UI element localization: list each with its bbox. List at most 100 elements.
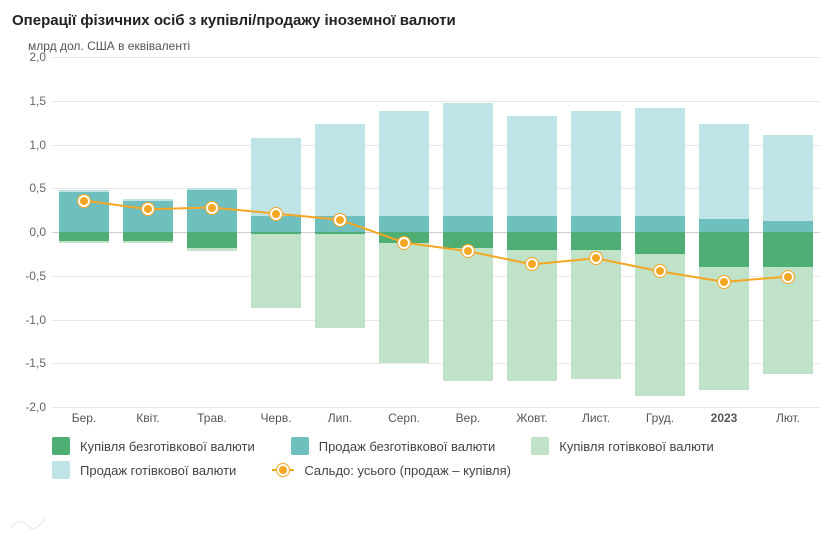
bar-segment	[187, 248, 237, 252]
y-tick-label: -0,5	[12, 269, 46, 283]
bar-group	[443, 57, 493, 407]
bar-group	[315, 57, 365, 407]
bar-segment	[507, 216, 557, 232]
bars-layer	[52, 57, 820, 407]
bar-segment	[59, 190, 109, 192]
chart-title: Операції фізичних осіб з купівлі/продажу…	[10, 8, 830, 39]
bar-segment	[379, 243, 429, 364]
bar-segment	[571, 111, 621, 216]
x-tick-label: 2023	[711, 411, 738, 425]
legend-swatch	[52, 437, 70, 455]
legend-item[interactable]: Сальдо: усього (продаж – купівля)	[272, 461, 511, 479]
bar-group	[123, 57, 173, 407]
bar-segment	[763, 221, 813, 232]
bar-segment	[187, 232, 237, 248]
x-axis: Бер. Квіт. Трав. Черв. Лип. Серп. Вер. Жовт. Лис…	[52, 407, 820, 431]
bar-segment	[635, 108, 685, 217]
bar-group	[379, 57, 429, 407]
bar-segment	[699, 267, 749, 390]
watermark-icon	[10, 514, 46, 532]
legend-swatch	[291, 437, 309, 455]
chart-container: Операції фізичних осіб з купівлі/продажу…	[0, 0, 840, 534]
bar-segment	[443, 248, 493, 381]
x-tick-label: Серп.	[388, 411, 420, 425]
bar-segment	[699, 219, 749, 232]
legend-label: Сальдо: усього (продаж – купівля)	[304, 463, 511, 478]
bar-segment	[315, 234, 365, 329]
bar-segment	[443, 232, 493, 248]
y-tick-label: -1,5	[12, 356, 46, 370]
bar-group	[507, 57, 557, 407]
legend-item[interactable]: Продаж безготівкової валюти	[291, 437, 496, 455]
bar-group	[699, 57, 749, 407]
bar-group	[187, 57, 237, 407]
legend-swatch	[52, 461, 70, 479]
legend-item[interactable]: Купівля безготівкової валюти	[52, 437, 255, 455]
bar-segment	[763, 267, 813, 374]
y-tick-label: 2,0	[12, 50, 46, 64]
legend-item[interactable]: Купівля готівкової валюти	[531, 437, 714, 455]
legend-label: Продаж готівкової валюти	[80, 463, 236, 478]
bar-group	[763, 57, 813, 407]
bar-segment	[251, 138, 301, 217]
bar-segment	[699, 124, 749, 219]
legend-swatch-line	[272, 463, 294, 477]
x-tick-label: Лист.	[582, 411, 610, 425]
y-tick-label: 0,5	[12, 181, 46, 195]
bar-segment	[379, 111, 429, 216]
bar-segment	[635, 254, 685, 396]
legend-swatch	[531, 437, 549, 455]
legend-item[interactable]: Продаж готівкової валюти	[52, 461, 236, 479]
bar-group	[59, 57, 109, 407]
bar-group	[635, 57, 685, 407]
bar-segment	[507, 116, 557, 217]
bar-segment	[635, 216, 685, 232]
bar-segment	[571, 216, 621, 232]
bar-group	[251, 57, 301, 407]
bar-segment	[187, 190, 237, 232]
bar-segment	[443, 216, 493, 232]
bar-segment	[635, 232, 685, 254]
bar-segment	[571, 250, 621, 380]
bar-segment	[59, 232, 109, 241]
legend: Купівля безготівкової валюти Продаж безго…	[52, 437, 820, 479]
x-tick-label: Груд.	[646, 411, 674, 425]
x-tick-label: Черв.	[260, 411, 291, 425]
x-tick-label: Трав.	[197, 411, 227, 425]
bar-segment	[251, 234, 301, 308]
y-tick-label: 1,0	[12, 138, 46, 152]
bar-segment	[507, 232, 557, 250]
x-tick-label: Вер.	[456, 411, 481, 425]
bar-segment	[123, 232, 173, 241]
x-tick-label: Жовт.	[516, 411, 547, 425]
bar-segment	[123, 199, 173, 201]
plot-area: -2,0-1,5-1,0-0,50,00,51,01,52,0	[52, 57, 820, 407]
bar-group	[571, 57, 621, 407]
bar-segment	[443, 103, 493, 217]
bar-segment	[59, 241, 109, 243]
bar-segment	[59, 192, 109, 232]
legend-label: Купівля безготівкової валюти	[80, 439, 255, 454]
bar-segment	[379, 216, 429, 232]
y-tick-label: -1,0	[12, 313, 46, 327]
bar-segment	[123, 241, 173, 243]
y-tick-label: -2,0	[12, 400, 46, 414]
x-tick-label: Квіт.	[136, 411, 160, 425]
x-tick-label: Бер.	[72, 411, 97, 425]
bar-segment	[699, 232, 749, 267]
legend-label: Продаж безготівкової валюти	[319, 439, 496, 454]
y-tick-label: 0,0	[12, 225, 46, 239]
x-tick-label: Лип.	[328, 411, 352, 425]
legend-label: Купівля готівкової валюти	[559, 439, 714, 454]
y-axis-label: млрд дол. США в еквіваленті	[10, 39, 830, 53]
bar-segment	[571, 232, 621, 250]
bar-segment	[123, 201, 173, 233]
x-tick-label: Лют.	[776, 411, 800, 425]
y-tick-label: 1,5	[12, 94, 46, 108]
bar-segment	[379, 232, 429, 243]
bar-segment	[507, 250, 557, 381]
bar-segment	[315, 124, 365, 217]
bar-segment	[251, 216, 301, 232]
bar-segment	[763, 232, 813, 267]
bar-segment	[315, 216, 365, 232]
